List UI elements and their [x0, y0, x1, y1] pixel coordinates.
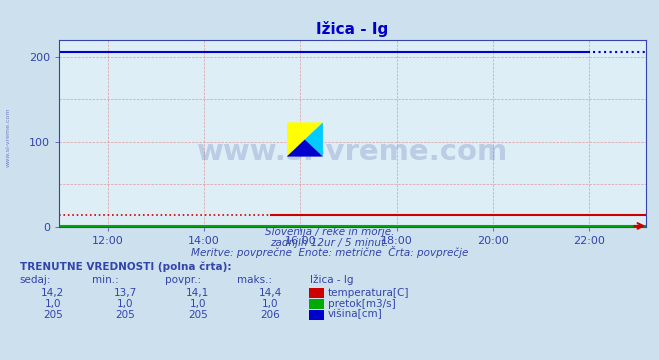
- Text: TRENUTNE VREDNOSTI (polna črta):: TRENUTNE VREDNOSTI (polna črta):: [20, 261, 231, 272]
- Text: sedaj:: sedaj:: [20, 275, 51, 285]
- Text: 1,0: 1,0: [262, 299, 279, 309]
- Title: Ižica - Ig: Ižica - Ig: [316, 21, 389, 37]
- Text: 205: 205: [115, 310, 135, 320]
- Text: 205: 205: [188, 310, 208, 320]
- Text: Meritve: povprečne  Enote: metrične  Črta: povprečje: Meritve: povprečne Enote: metrične Črta:…: [191, 246, 468, 258]
- Text: 206: 206: [260, 310, 280, 320]
- Text: 14,2: 14,2: [41, 288, 65, 298]
- Text: Ižica - Ig: Ižica - Ig: [310, 274, 353, 285]
- Text: www.si-vreme.com: www.si-vreme.com: [197, 138, 508, 166]
- Text: min.:: min.:: [92, 275, 119, 285]
- Text: www.si-vreme.com: www.si-vreme.com: [5, 107, 11, 167]
- Text: pretok[m3/s]: pretok[m3/s]: [328, 299, 396, 309]
- Text: zadnjih 12ur / 5 minut.: zadnjih 12ur / 5 minut.: [270, 238, 389, 248]
- Text: 1,0: 1,0: [189, 299, 206, 309]
- Text: 205: 205: [43, 310, 63, 320]
- Text: 1,0: 1,0: [117, 299, 134, 309]
- Text: 13,7: 13,7: [113, 288, 137, 298]
- Text: temperatura[C]: temperatura[C]: [328, 288, 410, 298]
- Text: povpr.:: povpr.:: [165, 275, 201, 285]
- Polygon shape: [304, 122, 323, 157]
- Text: maks.:: maks.:: [237, 275, 272, 285]
- Text: 14,4: 14,4: [258, 288, 282, 298]
- Text: 14,1: 14,1: [186, 288, 210, 298]
- Text: 1,0: 1,0: [44, 299, 61, 309]
- Polygon shape: [287, 122, 323, 157]
- Polygon shape: [287, 140, 323, 157]
- Text: Slovenija / reke in morje.: Slovenija / reke in morje.: [265, 227, 394, 237]
- Text: višina[cm]: višina[cm]: [328, 309, 383, 320]
